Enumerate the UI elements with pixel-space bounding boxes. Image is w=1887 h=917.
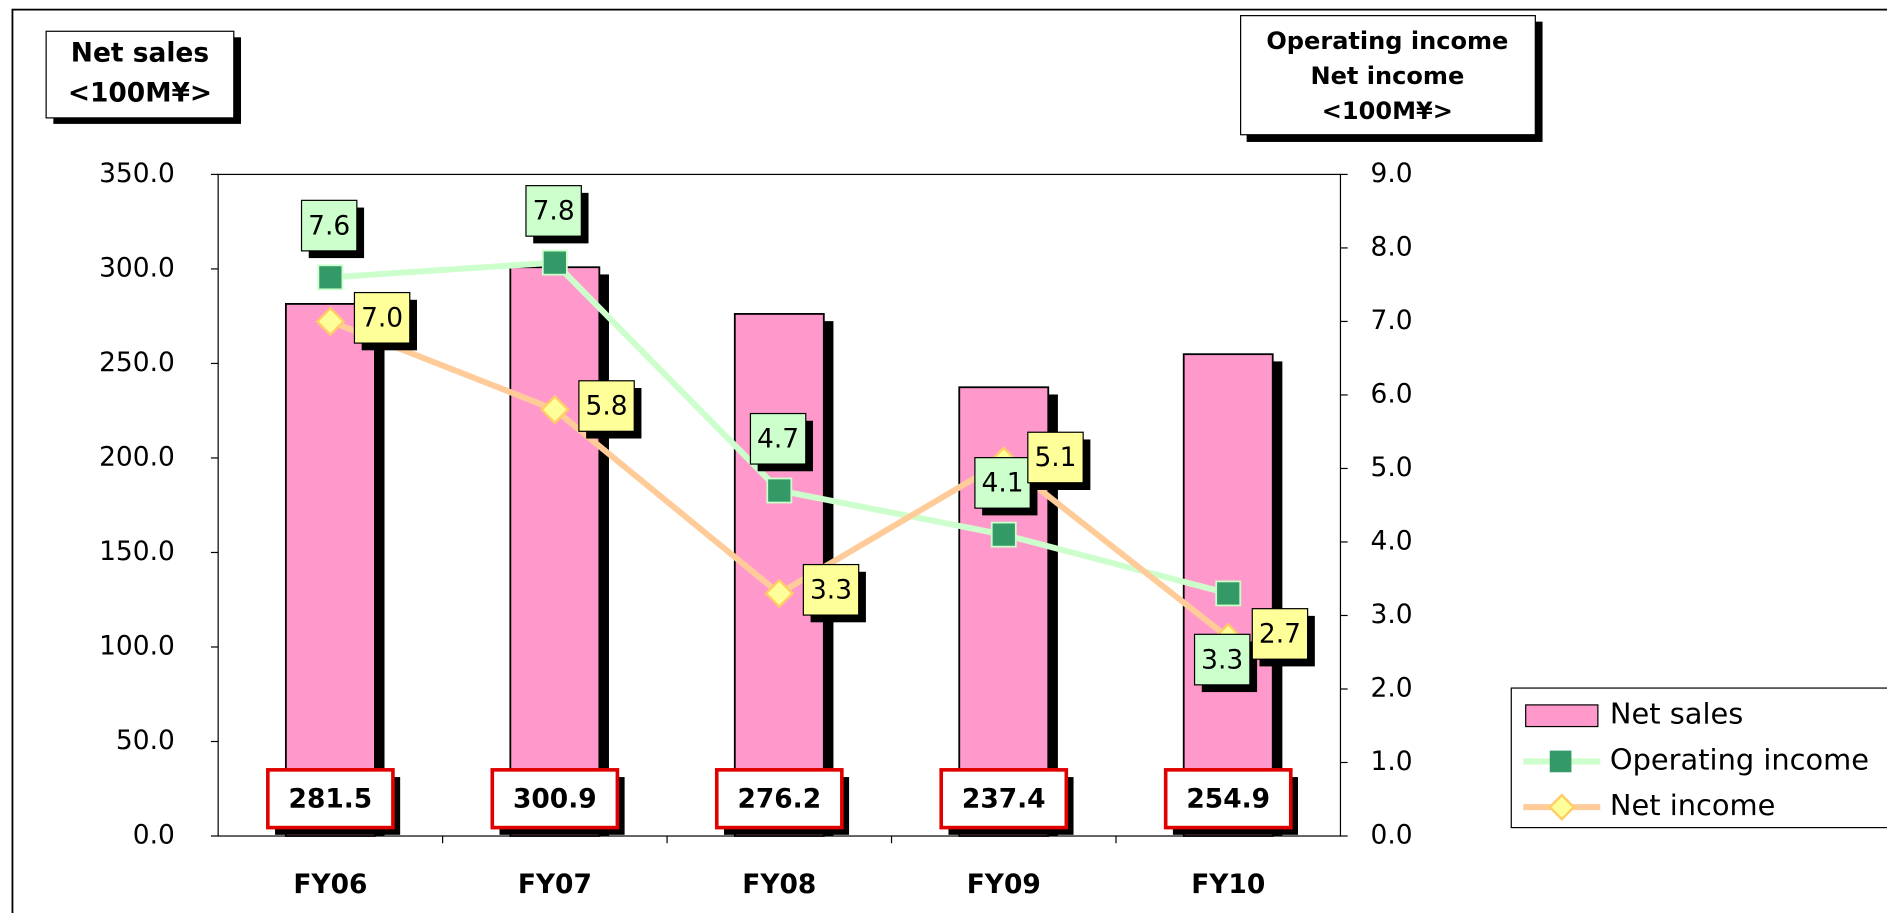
y2-tick-label: 9.0 [1371,158,1413,189]
bar [284,303,376,837]
y-tick-label: 250.0 [99,347,175,378]
bar-label-box [939,768,1069,830]
data-label: 4.7 [757,423,799,454]
y2-axis-title-box [1240,15,1536,136]
marker [317,264,344,291]
x-tick-label: FY09 [967,869,1041,900]
x-tick-label: FY08 [742,869,816,900]
y-tick-label: 200.0 [99,441,175,472]
y-tick-label: 50.0 [116,725,175,756]
data-label-box [525,185,582,237]
y2-tick-label: 0.0 [1371,820,1413,851]
data-label-box [300,199,358,252]
legend-label: Net sales [1610,697,1743,731]
y-axis-title: <100M¥> [68,77,212,108]
x-tick-label: FY07 [518,869,592,900]
data-label-box [749,412,807,465]
y2-tick-label: 1.0 [1371,746,1413,777]
marker [315,306,346,337]
data-label-box [1027,431,1084,484]
y2-tick-label: 3.0 [1371,599,1413,630]
marker [766,477,793,504]
legend-label: Net income [1610,788,1776,822]
bar-label: 276.2 [737,783,821,814]
bar-label-box [266,768,395,830]
data-label: 7.6 [308,210,350,241]
y-axis-title-box [45,30,235,119]
legend-marker [1549,750,1572,773]
y2-tick-label: 6.0 [1371,378,1413,409]
data-label-box [1251,608,1309,660]
data-label: 7.0 [361,303,403,334]
data-label: 5.1 [1034,442,1076,473]
y2-axis-title: <100M¥> [1322,97,1453,125]
data-label-box [578,380,635,432]
bar [509,266,601,837]
data-label: 3.3 [810,575,852,606]
y2-axis-title: Operating income [1266,27,1508,55]
y-tick-label: 150.0 [99,536,175,567]
marker [539,394,570,425]
y2-tick-label: 2.0 [1371,672,1413,703]
y2-tick-label: 8.0 [1371,231,1413,262]
x-tick-label: FY10 [1191,869,1265,900]
data-label: 3.3 [1201,644,1243,675]
data-label-box [353,291,411,344]
y2-axis-title: Net income [1310,62,1464,90]
y-tick-label: 300.0 [99,252,175,283]
data-label: 2.7 [1259,619,1301,650]
marker [541,249,568,276]
legend-label: Operating income [1610,742,1869,776]
y2-tick-label: 7.0 [1371,305,1413,336]
legend-marker [1548,793,1576,821]
y-tick-label: 0.0 [133,820,175,851]
data-label-box [1193,633,1251,686]
data-label: 4.1 [982,468,1024,499]
x-tick-label: FY06 [293,869,367,900]
legend-swatch [1525,704,1599,728]
bar-label: 300.9 [513,783,597,814]
y-axis-title: Net sales [71,38,209,69]
bar-label-box [490,768,620,830]
data-label: 7.8 [533,196,575,227]
y2-tick-label: 5.0 [1371,452,1413,483]
y-tick-label: 100.0 [99,630,175,661]
data-label-box [802,563,860,616]
marker [1215,580,1242,607]
marker [764,578,795,609]
data-label: 5.8 [586,391,628,422]
marker [990,521,1017,548]
y-tick-label: 350.0 [99,158,175,189]
bar-label: 237.4 [962,783,1046,814]
bar-label: 254.9 [1186,783,1270,814]
bar-label-box [714,768,844,830]
bar-label-box [1163,768,1293,830]
y2-tick-label: 4.0 [1371,525,1413,556]
bar-label: 281.5 [289,783,373,814]
